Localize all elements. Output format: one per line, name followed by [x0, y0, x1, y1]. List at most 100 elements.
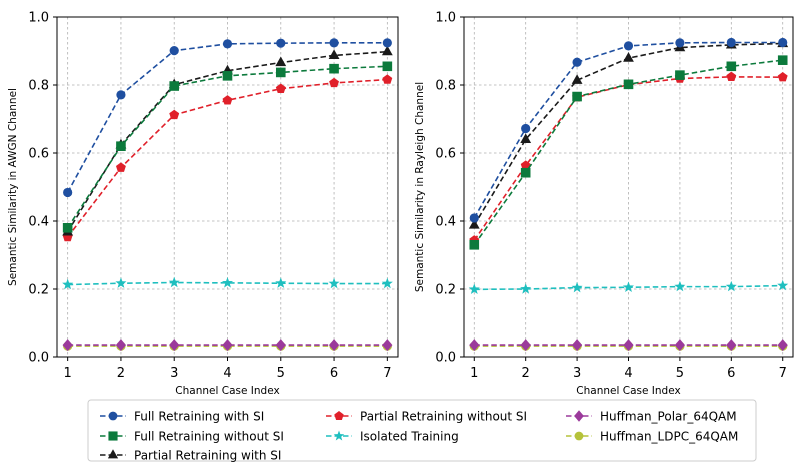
rayleigh-point-isolated-training [674, 280, 686, 292]
rayleigh-y-tick-label: 0.6 [435, 147, 456, 162]
rayleigh-point-full-retraining-with-si [623, 41, 634, 51]
legend-entry-full-retraining-with-si: Full Retraining with SI [100, 410, 264, 424]
awgn-point-full-retraining-without-si [329, 63, 339, 74]
rayleigh-point-partial-retraining-with-si [623, 52, 634, 62]
legend-label: Partial Retraining without SI [360, 410, 527, 424]
awgn-point-full-retraining-without-si [275, 67, 286, 78]
awgn-series-full-retraining-without-si [62, 61, 393, 233]
rayleigh-point-full-retraining-without-si [726, 61, 737, 72]
awgn-series-full-retraining-with-si [63, 38, 392, 198]
rayleigh-point-full-retraining-without-si [572, 91, 582, 102]
awgn-y-axis-label: Semantic Similarity in AWGN Channel [7, 88, 19, 286]
legend: Full Retraining with SI Full Retraining w… [87, 399, 757, 463]
rayleigh-point-full-retraining-with-si [726, 37, 736, 48]
legend-marker-partial-retraining-without-si [334, 411, 344, 420]
awgn-point-partial-retraining-without-si [115, 162, 126, 172]
rayleigh-point-huffman-polar-64qam [520, 339, 531, 352]
rayleigh-series-full-retraining-without-si [469, 55, 788, 250]
rayleigh-point-partial-retraining-with-si [468, 219, 480, 229]
awgn-point-huffman-polar-64qam [328, 339, 340, 352]
awgn-point-isolated-training [275, 277, 287, 288]
legend-label: Partial Retraining with SI [134, 449, 281, 463]
awgn-y-tick-label: 0.2 [28, 283, 49, 298]
legend-marker-huffman-ldpc-64qam [574, 431, 584, 441]
legend-label: Huffman_Polar_64QAM [600, 410, 737, 424]
awgn-point-full-retraining-with-si [329, 38, 339, 48]
rayleigh-x-tick-label: 1 [470, 366, 478, 381]
rayleigh-series-full-retraining-with-si [469, 37, 788, 223]
awgn-point-partial-retraining-without-si [382, 74, 393, 84]
rayleigh-point-full-retraining-without-si [469, 240, 480, 250]
awgn-point-full-retraining-without-si [62, 223, 73, 233]
awgn-point-huffman-polar-64qam [382, 339, 393, 352]
legend-entry-isolated-training: Isolated Training [326, 430, 459, 444]
rayleigh-point-isolated-training [725, 280, 737, 292]
rayleigh-point-partial-retraining-without-si [520, 160, 531, 170]
awgn-y-tick-label: 0.0 [28, 351, 49, 366]
awgn-x-tick-label: 4 [223, 366, 231, 381]
awgn-point-full-retraining-without-si [222, 71, 233, 81]
awgn-point-partial-retraining-without-si [169, 109, 180, 120]
awgn-point-full-retraining-without-si [382, 61, 393, 72]
rayleigh-point-full-retraining-without-si [675, 70, 685, 80]
rayleigh-x-tick-label: 3 [573, 366, 581, 381]
rayleigh-y-tick-label: 1.0 [435, 11, 456, 26]
legend-label: Full Retraining without SI [134, 430, 284, 444]
legend-label: Full Retraining with SI [134, 410, 264, 424]
legend-marker-partial-retraining-with-si [107, 449, 119, 459]
awgn-series-huffman-polar-64qam [62, 339, 393, 352]
awgn-x-tick-label: 6 [330, 366, 338, 381]
rayleigh-series-huffman-polar-64qam [469, 339, 788, 352]
awgn-point-full-retraining-with-si [63, 187, 73, 198]
awgn-series-isolated-training [62, 276, 393, 290]
awgn-point-huffman-polar-64qam [275, 339, 286, 352]
rayleigh-chart-panel: 1 2 3 4 5 6 7 0.0 0.2 0.4 0.6 0.8 1.0 Channel Case In… [414, 11, 794, 397]
awgn-point-full-retraining-with-si [222, 39, 233, 49]
rayleigh-point-full-retraining-with-si [572, 57, 582, 67]
legend-entry-huffman-polar-64qam: Huffman_Polar_64QAM [566, 410, 737, 424]
awgn-point-full-retraining-with-si [276, 38, 286, 48]
awgn-x-tick-label: 3 [170, 366, 178, 381]
rayleigh-point-full-retraining-with-si [469, 213, 479, 223]
rayleigh-point-huffman-polar-64qam [777, 339, 788, 352]
legend-marker-huffman-polar-64qam [574, 410, 584, 422]
rayleigh-point-full-retraining-with-si [675, 38, 685, 48]
rayleigh-x-tick-label: 7 [779, 366, 787, 381]
awgn-x-tick-label: 7 [383, 366, 391, 381]
rayleigh-point-partial-retraining-without-si [777, 71, 788, 82]
rayleigh-x-axis-label: Channel Case Index [576, 385, 680, 397]
awgn-point-partial-retraining-with-si [328, 49, 340, 60]
legend-label: Isolated Training [360, 430, 459, 444]
rayleigh-point-isolated-training [622, 281, 635, 292]
rayleigh-point-partial-retraining-with-si [520, 133, 532, 143]
awgn-point-huffman-polar-64qam [62, 339, 73, 352]
rayleigh-point-full-retraining-without-si [520, 167, 531, 178]
awgn-y-tick-label: 1.0 [28, 11, 49, 26]
awgn-point-isolated-training [221, 277, 234, 288]
rayleigh-point-isolated-training [777, 279, 789, 291]
rayleigh-y-axis-label: Semantic Similarity in Rayleigh Channel [414, 82, 426, 292]
awgn-point-partial-retraining-without-si [329, 77, 340, 88]
rayleigh-y-tick-label: 0.8 [435, 79, 456, 94]
awgn-x-tick-label: 2 [117, 366, 125, 381]
rayleigh-x-tick-label: 4 [624, 366, 632, 381]
awgn-chart-panel: 1 2 3 4 5 6 7 0.0 0.2 0.4 0.6 0.8 1.0 Channel Case In… [7, 11, 399, 397]
awgn-point-full-retraining-with-si [169, 46, 179, 56]
rayleigh-point-huffman-polar-64qam [469, 339, 480, 352]
rayleigh-y-tick-label: 0.0 [435, 351, 456, 366]
awgn-y-tick-label: 0.8 [28, 79, 49, 94]
legend-marker-isolated-training [333, 430, 345, 441]
awgn-point-huffman-polar-64qam [222, 339, 233, 352]
awgn-x-tick-label: 1 [64, 366, 72, 381]
rayleigh-point-huffman-polar-64qam [726, 339, 737, 352]
awgn-point-isolated-training [115, 277, 127, 288]
legend-marker-full-retraining-without-si [108, 431, 118, 441]
awgn-point-partial-retraining-without-si [222, 95, 233, 105]
awgn-point-full-retraining-without-si [169, 81, 180, 91]
rayleigh-point-full-retraining-with-si [521, 123, 531, 134]
rayleigh-point-isolated-training [520, 283, 532, 294]
legend-marker-full-retraining-with-si [108, 411, 118, 421]
legend-entry-partial-retraining-without-si: Partial Retraining without SI [326, 410, 527, 424]
awgn-x-axis-label: Channel Case Index [175, 385, 279, 397]
